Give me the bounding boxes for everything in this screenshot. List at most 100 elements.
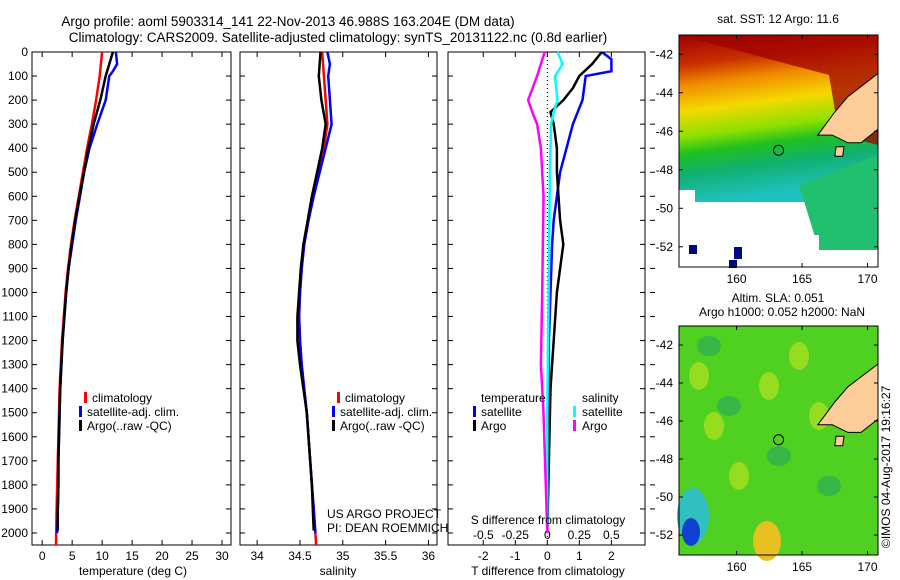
y-tick-label: 1900 [1,502,28,516]
lat-tick-label: -48 [656,452,674,466]
y-tick-label: 700 [8,213,28,227]
y-tick-label: 100 [8,69,28,83]
legend-label-climatology: climatology [345,391,405,405]
lat-tick-label: -50 [656,490,674,504]
legend-label-s-argo: Argo [582,419,608,433]
legend-swatch-argo [79,420,82,431]
x-tick-label: 34 [250,549,264,563]
legend-swatch-t-argo [473,420,476,431]
missing-data [704,220,774,250]
lat-tick-label: -46 [656,414,674,428]
series-line-argo-raw-qc- [56,51,115,531]
y-tick-label: 1400 [1,382,28,396]
sla-high-anomaly [753,521,781,561]
argo-position-marker [773,144,785,156]
map-frame [678,34,879,268]
cold-cell [729,260,737,268]
sla-field [679,326,878,555]
sla-high-blob [759,372,779,400]
figure-title-line2: Climatology: CARS2009. Satellite-adjuste… [69,30,608,45]
series-line-argo-raw-qc- [296,51,327,531]
x-tick-label: 35.5 [374,549,398,563]
lon-tick-label: 165 [792,560,812,574]
lat-tick-label: -48 [656,163,674,177]
y-tick-label: 200 [8,93,28,107]
x-tick-label: 20 [155,549,169,563]
series-line-t-argo [546,51,603,531]
legend-swatch-satellite [79,406,82,417]
legend-swatch-climatology [84,392,87,403]
series-line-s-argo [526,51,549,534]
y-tick-label: 400 [8,141,28,155]
legend-swatch-s-argo [573,420,576,431]
s-tick-label: -0.25 [502,528,530,542]
salinity-legend: climatology satellite-adj. clim. Argo(..… [332,391,432,433]
temperature-axis-label: temperature (deg C) [79,564,187,578]
sla-low-blob [717,396,741,416]
sla-map-subtitle: Argo h1000: 0.052 h2000: NaN [699,305,865,319]
legend-swatch-satellite [332,406,335,417]
s-difference-axis-label: S difference from climatology [471,513,626,527]
legend-swatch-argo [332,420,335,431]
y-tick-label: 1100 [2,310,28,324]
figure-title-line1: Argo profile: aoml 5903314_141 22-Nov-20… [61,14,514,29]
y-tick-label: 900 [8,261,28,275]
sla-low-blob [697,336,721,356]
y-tick-label: 1300 [1,358,28,372]
y-tick-label: 600 [8,189,28,203]
cold-cell [734,247,742,259]
lat-tick-label: -42 [656,47,674,61]
s-tick-label: 0.25 [568,528,592,542]
sla-eddy [682,518,700,546]
x-tick-label: 35 [336,549,350,563]
sla-low-blob [817,476,841,496]
plot-frame [239,51,438,546]
y-tick-label: 2000 [1,526,28,540]
x-tick-label: 2 [608,549,615,563]
salinity-axis-label: salinity [320,564,357,578]
x-tick-label: -1 [510,549,521,563]
legend-heading-salinity: salinity [582,391,619,405]
x-tick-label: 5 [69,549,76,563]
x-tick-label: 34.5 [288,549,312,563]
y-tick-label: 500 [8,165,28,179]
legend-label-t-satellite: satellite [481,405,522,419]
cold-cell [689,245,697,254]
s-tick-label: -0.5 [473,528,494,542]
project-credit: US ARGO PROJECT [327,507,442,521]
missing-data [679,190,695,208]
lat-tick-label: -52 [656,240,674,254]
missing-data [779,235,819,265]
temperature-panel: 0 5 10 15 20 25 300100200300400500600700800900… [1,45,232,563]
plot-frame [31,51,232,546]
s-tick-label: 0.5 [603,528,620,542]
x-tick-label: -2 [478,549,489,563]
x-tick-label: 10 [95,549,109,563]
legend-label-s-satellite: satellite [582,405,623,419]
lon-tick-label: 160 [727,272,747,286]
legend-label-argo: Argo(..raw -QC) [87,419,172,433]
y-tick-label: 1000 [1,285,28,299]
legend-label-climatology: climatology [92,391,152,405]
sst-warm-region [679,35,878,145]
pi-credit: PI: DEAN ROEMMICH [327,521,448,535]
legend-label-satellite: satellite-adj. clim. [340,405,432,419]
sla-low-blob [767,446,791,466]
y-tick-label: 1600 [1,430,28,444]
map-frame [678,325,879,556]
sla-map-title: Altim. SLA: 0.051 [732,291,825,305]
lon-tick-label: 160 [727,560,747,574]
land-stewart-island [834,146,845,157]
salinity-panel: 34 34.5 35 35.5 36 [239,51,438,563]
legend-swatch-climatology [337,392,340,403]
lat-tick-label: -46 [656,124,674,138]
lat-tick-label: -44 [656,86,674,100]
y-tick-label: 0 [21,45,28,59]
sla-high-blob [689,362,709,390]
x-tick-label: 30 [215,549,229,563]
imos-timestamp: ©IMOS 04-Aug-2017 19:16:27 [879,385,893,548]
x-tick-label: 15 [125,549,139,563]
y-tick-label: 800 [8,237,28,251]
y-tick-label: 1500 [1,406,28,420]
